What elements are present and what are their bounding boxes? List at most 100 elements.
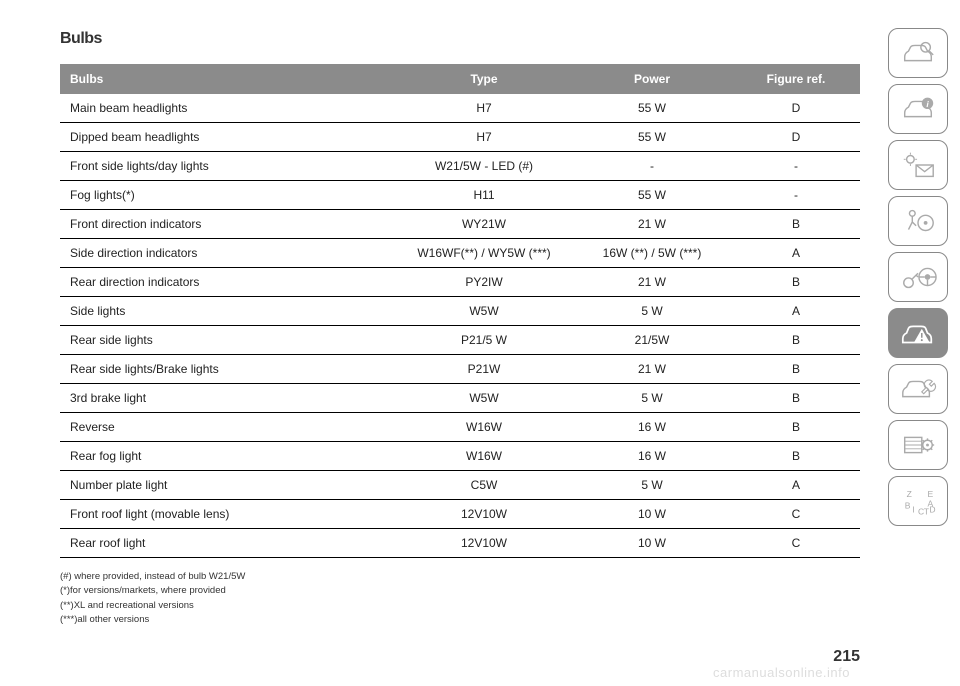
table-row: Rear side lightsP21/5 W21/5WB [60,326,860,355]
table-cell: W21/5W - LED (#) [396,152,572,181]
key-wheel-icon[interactable] [888,252,948,302]
table-cell: 21 W [572,268,732,297]
table-cell: Main beam headlights [60,94,396,123]
table-cell: 10 W [572,529,732,558]
table-row: Rear side lights/Brake lightsP21W21 WB [60,355,860,384]
table-row: Rear direction indicatorsPY2IW21 WB [60,268,860,297]
table-cell: 3rd brake light [60,384,396,413]
table-cell: Front direction indicators [60,210,396,239]
table-cell: C5W [396,471,572,500]
table-cell: 55 W [572,94,732,123]
alphabet-icon[interactable]: ZEBAICTD [888,476,948,526]
table-cell: B [732,384,860,413]
table-cell: A [732,297,860,326]
footnote-line: (***)all other versions [60,613,860,627]
table-cell: W16WF(**) / WY5W (***) [396,239,572,268]
table-cell: C [732,529,860,558]
table-cell: Dipped beam headlights [60,123,396,152]
column-header: Power [572,64,732,94]
table-cell: B [732,413,860,442]
svg-text:Z: Z [907,489,912,499]
table-row: Rear roof light12V10W10 WC [60,529,860,558]
footnote-line: (*)for versions/markets, where provided [60,584,860,598]
table-cell: Front side lights/day lights [60,152,396,181]
table-cell: 5 W [572,297,732,326]
table-cell: 12V10W [396,500,572,529]
column-header: Type [396,64,572,94]
column-header: Figure ref. [732,64,860,94]
table-cell: D [732,123,860,152]
table-cell: Front roof light (movable lens) [60,500,396,529]
table-gear-icon[interactable] [888,420,948,470]
table-cell: H7 [396,123,572,152]
table-cell: Rear roof light [60,529,396,558]
airbag-icon[interactable] [888,196,948,246]
table-cell: B [732,442,860,471]
table-cell: 21 W [572,355,732,384]
table-row: Fog lights(*)H1155 W- [60,181,860,210]
table-cell: H7 [396,94,572,123]
bulbs-table: BulbsTypePowerFigure ref. Main beam head… [60,64,860,558]
page-title: Bulbs [60,30,860,48]
table-cell: P21/5 W [396,326,572,355]
table-cell: 5 W [572,471,732,500]
table-cell: 16 W [572,442,732,471]
table-cell: Number plate light [60,471,396,500]
table-row: 3rd brake lightW5W5 WB [60,384,860,413]
table-cell: Reverse [60,413,396,442]
car-info-icon[interactable]: i [888,84,948,134]
footnote-line: (**)XL and recreational versions [60,599,860,613]
table-cell: 16W (**) / 5W (***) [572,239,732,268]
table-cell: A [732,471,860,500]
table-cell: B [732,210,860,239]
table-cell: Rear side lights/Brake lights [60,355,396,384]
table-cell: W16W [396,413,572,442]
table-row: Main beam headlightsH755 WD [60,94,860,123]
table-cell: 21/5W [572,326,732,355]
table-cell: W5W [396,384,572,413]
table-row: Side lightsW5W5 WA [60,297,860,326]
table-row: ReverseW16W16 WB [60,413,860,442]
table-cell: C [732,500,860,529]
table-cell: 55 W [572,181,732,210]
light-mail-icon[interactable] [888,140,948,190]
svg-text:E: E [928,489,934,499]
footnote-line: (#) where provided, instead of bulb W21/… [60,570,860,584]
sidebar-nav: iZEBAICTD [888,28,948,526]
table-cell: A [732,239,860,268]
table-cell: D [732,94,860,123]
car-search-icon[interactable] [888,28,948,78]
table-cell: 16 W [572,413,732,442]
table-cell: 12V10W [396,529,572,558]
footnotes: (#) where provided, instead of bulb W21/… [60,570,860,627]
car-wrench-icon[interactable] [888,364,948,414]
table-row: Number plate lightC5W5 WA [60,471,860,500]
table-row: Front roof light (movable lens)12V10W10 … [60,500,860,529]
table-cell: - [732,152,860,181]
car-warning-icon[interactable] [888,308,948,358]
table-cell: 5 W [572,384,732,413]
table-cell: PY2IW [396,268,572,297]
table-row: Dipped beam headlightsH755 WD [60,123,860,152]
table-cell: Rear fog light [60,442,396,471]
table-cell: 55 W [572,123,732,152]
table-row: Front side lights/day lightsW21/5W - LED… [60,152,860,181]
table-row: Front direction indicatorsWY21W21 WB [60,210,860,239]
table-cell: WY21W [396,210,572,239]
table-cell: W16W [396,442,572,471]
table-cell: H11 [396,181,572,210]
table-cell: Rear side lights [60,326,396,355]
table-cell: Side direction indicators [60,239,396,268]
table-cell: 10 W [572,500,732,529]
table-row: Rear fog lightW16W16 WB [60,442,860,471]
table-cell: P21W [396,355,572,384]
table-cell: B [732,355,860,384]
table-cell: - [732,181,860,210]
table-cell: Fog lights(*) [60,181,396,210]
table-row: Side direction indicatorsW16WF(**) / WY5… [60,239,860,268]
svg-text:B: B [905,501,911,511]
watermark: carmanualsonline.info [713,665,850,680]
page-number: 215 [833,648,860,666]
table-cell: Side lights [60,297,396,326]
svg-text:D: D [929,504,935,514]
